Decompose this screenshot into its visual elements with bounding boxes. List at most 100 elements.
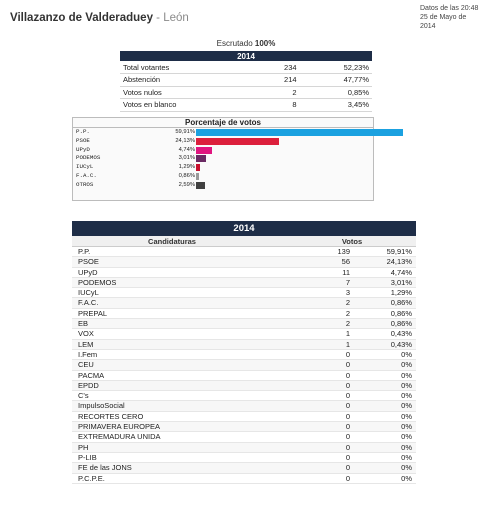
table-row: ImpulsoSocial 0 0%: [72, 401, 416, 412]
candidate-percent: 4,74%: [390, 267, 412, 277]
candidate-percent: 0%: [401, 391, 412, 401]
summary-label: Total votantes: [120, 61, 257, 74]
chart-row: UPyD 4,74%: [73, 146, 373, 155]
candidate-name: PH: [78, 442, 89, 452]
candidate-votes: 139: [337, 247, 350, 256]
table-row: F.A.C. 2 0,86%: [72, 298, 416, 309]
candidate-name: I.Fem: [78, 349, 98, 359]
table-row: RECORTES CERO 0 0%: [72, 411, 416, 423]
summary-count: 234: [256, 61, 300, 74]
summary-label: Abstención: [120, 73, 257, 87]
chart-bar: [196, 181, 205, 189]
candidate-votes: 0: [345, 442, 350, 452]
candidate-votes: 11: [342, 267, 350, 277]
table-row: PRIMAVERA EUROPEA 0 0%: [72, 422, 416, 433]
column-votes: Votos: [341, 237, 363, 246]
candidate-percent: 0,43%: [390, 339, 412, 349]
candidate-name: CEU: [78, 360, 94, 370]
table-row: EPDD 0 0%: [72, 380, 416, 392]
table-row: EB 2 0,86%: [72, 319, 416, 330]
table-row: IUCyL 3 1,29%: [72, 288, 416, 299]
chart-bar: [196, 146, 213, 154]
candidate-percent: 24,13%: [386, 257, 412, 267]
scrutiny-value: 100%: [254, 39, 276, 48]
summary-label: Votos nulos: [120, 86, 257, 99]
chart-percent-label: 0,86%: [178, 172, 195, 179]
summary-count: 8: [256, 98, 300, 112]
candidate-name: P.P.: [78, 247, 91, 256]
chart-party-label: PODEMOS: [76, 154, 101, 162]
table-row: P-LIB 0 0%: [72, 452, 416, 464]
candidate-name: EXTREMADURA UNIDA: [78, 432, 161, 442]
summary-row: Votos en blanco 8 3,45%: [120, 98, 372, 112]
table-row: P.C.P.E. 0 0%: [72, 474, 416, 484]
table-row: C's 0 0%: [72, 391, 416, 402]
candidate-percent: 0%: [401, 370, 412, 380]
table-row: PODEMOS 7 3,01%: [72, 277, 416, 289]
candidate-name: PREPAL: [78, 308, 108, 318]
scrutiny-label: Escrutado: [216, 39, 253, 48]
chart-party-label: PSOE: [76, 136, 90, 144]
candidate-votes: 0: [345, 370, 350, 380]
candidate-percent: 0%: [401, 360, 412, 370]
candidate-votes: 0: [345, 391, 350, 401]
table-row: PACMA 0 0%: [72, 371, 416, 381]
chart-row: OTROS 2,59%: [73, 181, 373, 190]
candidate-votes: 2: [345, 308, 350, 318]
chart-bar: [196, 129, 403, 136]
candidate-percent: 0,86%: [390, 319, 412, 329]
chart-percent-label: 1,29%: [178, 164, 195, 171]
candidate-name: ImpulsoSocial: [78, 401, 125, 411]
candidate-votes: 0: [345, 473, 350, 483]
chart-bar: [196, 155, 207, 163]
table-row: P.P. 139 59,91%: [72, 247, 416, 258]
candidate-percent: 0%: [401, 473, 412, 483]
chart-percent-label: 24,13%: [175, 137, 195, 144]
candidate-percent: 0%: [401, 411, 412, 421]
candidate-percent: 0%: [401, 442, 412, 452]
chart-percent-label: 2,59%: [178, 181, 195, 188]
column-candidates: Candidaturas: [148, 237, 196, 246]
chart-party-label: IUCyL: [76, 163, 94, 171]
chart-bar: [196, 164, 201, 172]
table-row: FE de las JONS 0 0%: [72, 463, 416, 474]
table-row: PREPAL 2 0,86%: [72, 308, 416, 320]
table-row: I.Fem 0 0%: [72, 349, 416, 361]
chart-party-label: OTROS: [76, 180, 94, 188]
candidate-name: IUCyL: [78, 288, 99, 298]
candidate-name: P-LIB: [78, 452, 97, 462]
candidate-percent: 59,91%: [386, 247, 412, 256]
candidate-votes: 0: [345, 422, 350, 432]
table-row: VOX 1 0,43%: [72, 329, 416, 340]
summary-percent: 52,23%: [299, 61, 372, 74]
scrutiny-status: Escrutado 100%: [120, 39, 372, 48]
candidate-votes: 0: [345, 349, 350, 359]
chart-row: P.P. 59,91%: [73, 128, 403, 137]
candidate-name: F.A.C.: [78, 298, 99, 308]
candidate-percent: 0,86%: [390, 308, 412, 318]
chart-percent-label: 4,74%: [178, 146, 195, 153]
candidate-votes: 0: [345, 401, 350, 411]
chart-row: PODEMOS 3,01%: [73, 154, 373, 163]
candidate-votes: 2: [345, 298, 350, 308]
municipality-name: Villazanzo de Valderaduey: [10, 12, 153, 24]
summary-count: 214: [256, 73, 300, 87]
candidate-votes: 56: [341, 257, 350, 267]
candidate-votes: 1: [345, 329, 350, 339]
candidate-name: PSOE: [78, 257, 99, 267]
candidate-votes: 0: [345, 452, 350, 462]
candidate-percent: 0%: [401, 401, 412, 411]
province-name: León: [163, 12, 189, 24]
candidate-name: EB: [78, 319, 89, 329]
candidate-percent: 0%: [401, 422, 412, 432]
candidate-name: LEM: [78, 339, 94, 349]
candidate-name: PRIMAVERA EUROPEA: [78, 422, 160, 432]
candidate-name: EPDD: [78, 380, 99, 390]
summary-row: Total votantes 234 52,23%: [120, 61, 372, 74]
chart-bar: [196, 172, 199, 180]
candidate-percent: 3,01%: [390, 277, 412, 287]
candidate-votes: 7: [345, 277, 350, 287]
results-table: 2014 Candidaturas Votos P.P. 139 59,91% PSO…: [72, 221, 416, 484]
timestamp-time: Datos de las 20:48: [420, 5, 479, 12]
candidate-name: PACMA: [78, 370, 105, 380]
